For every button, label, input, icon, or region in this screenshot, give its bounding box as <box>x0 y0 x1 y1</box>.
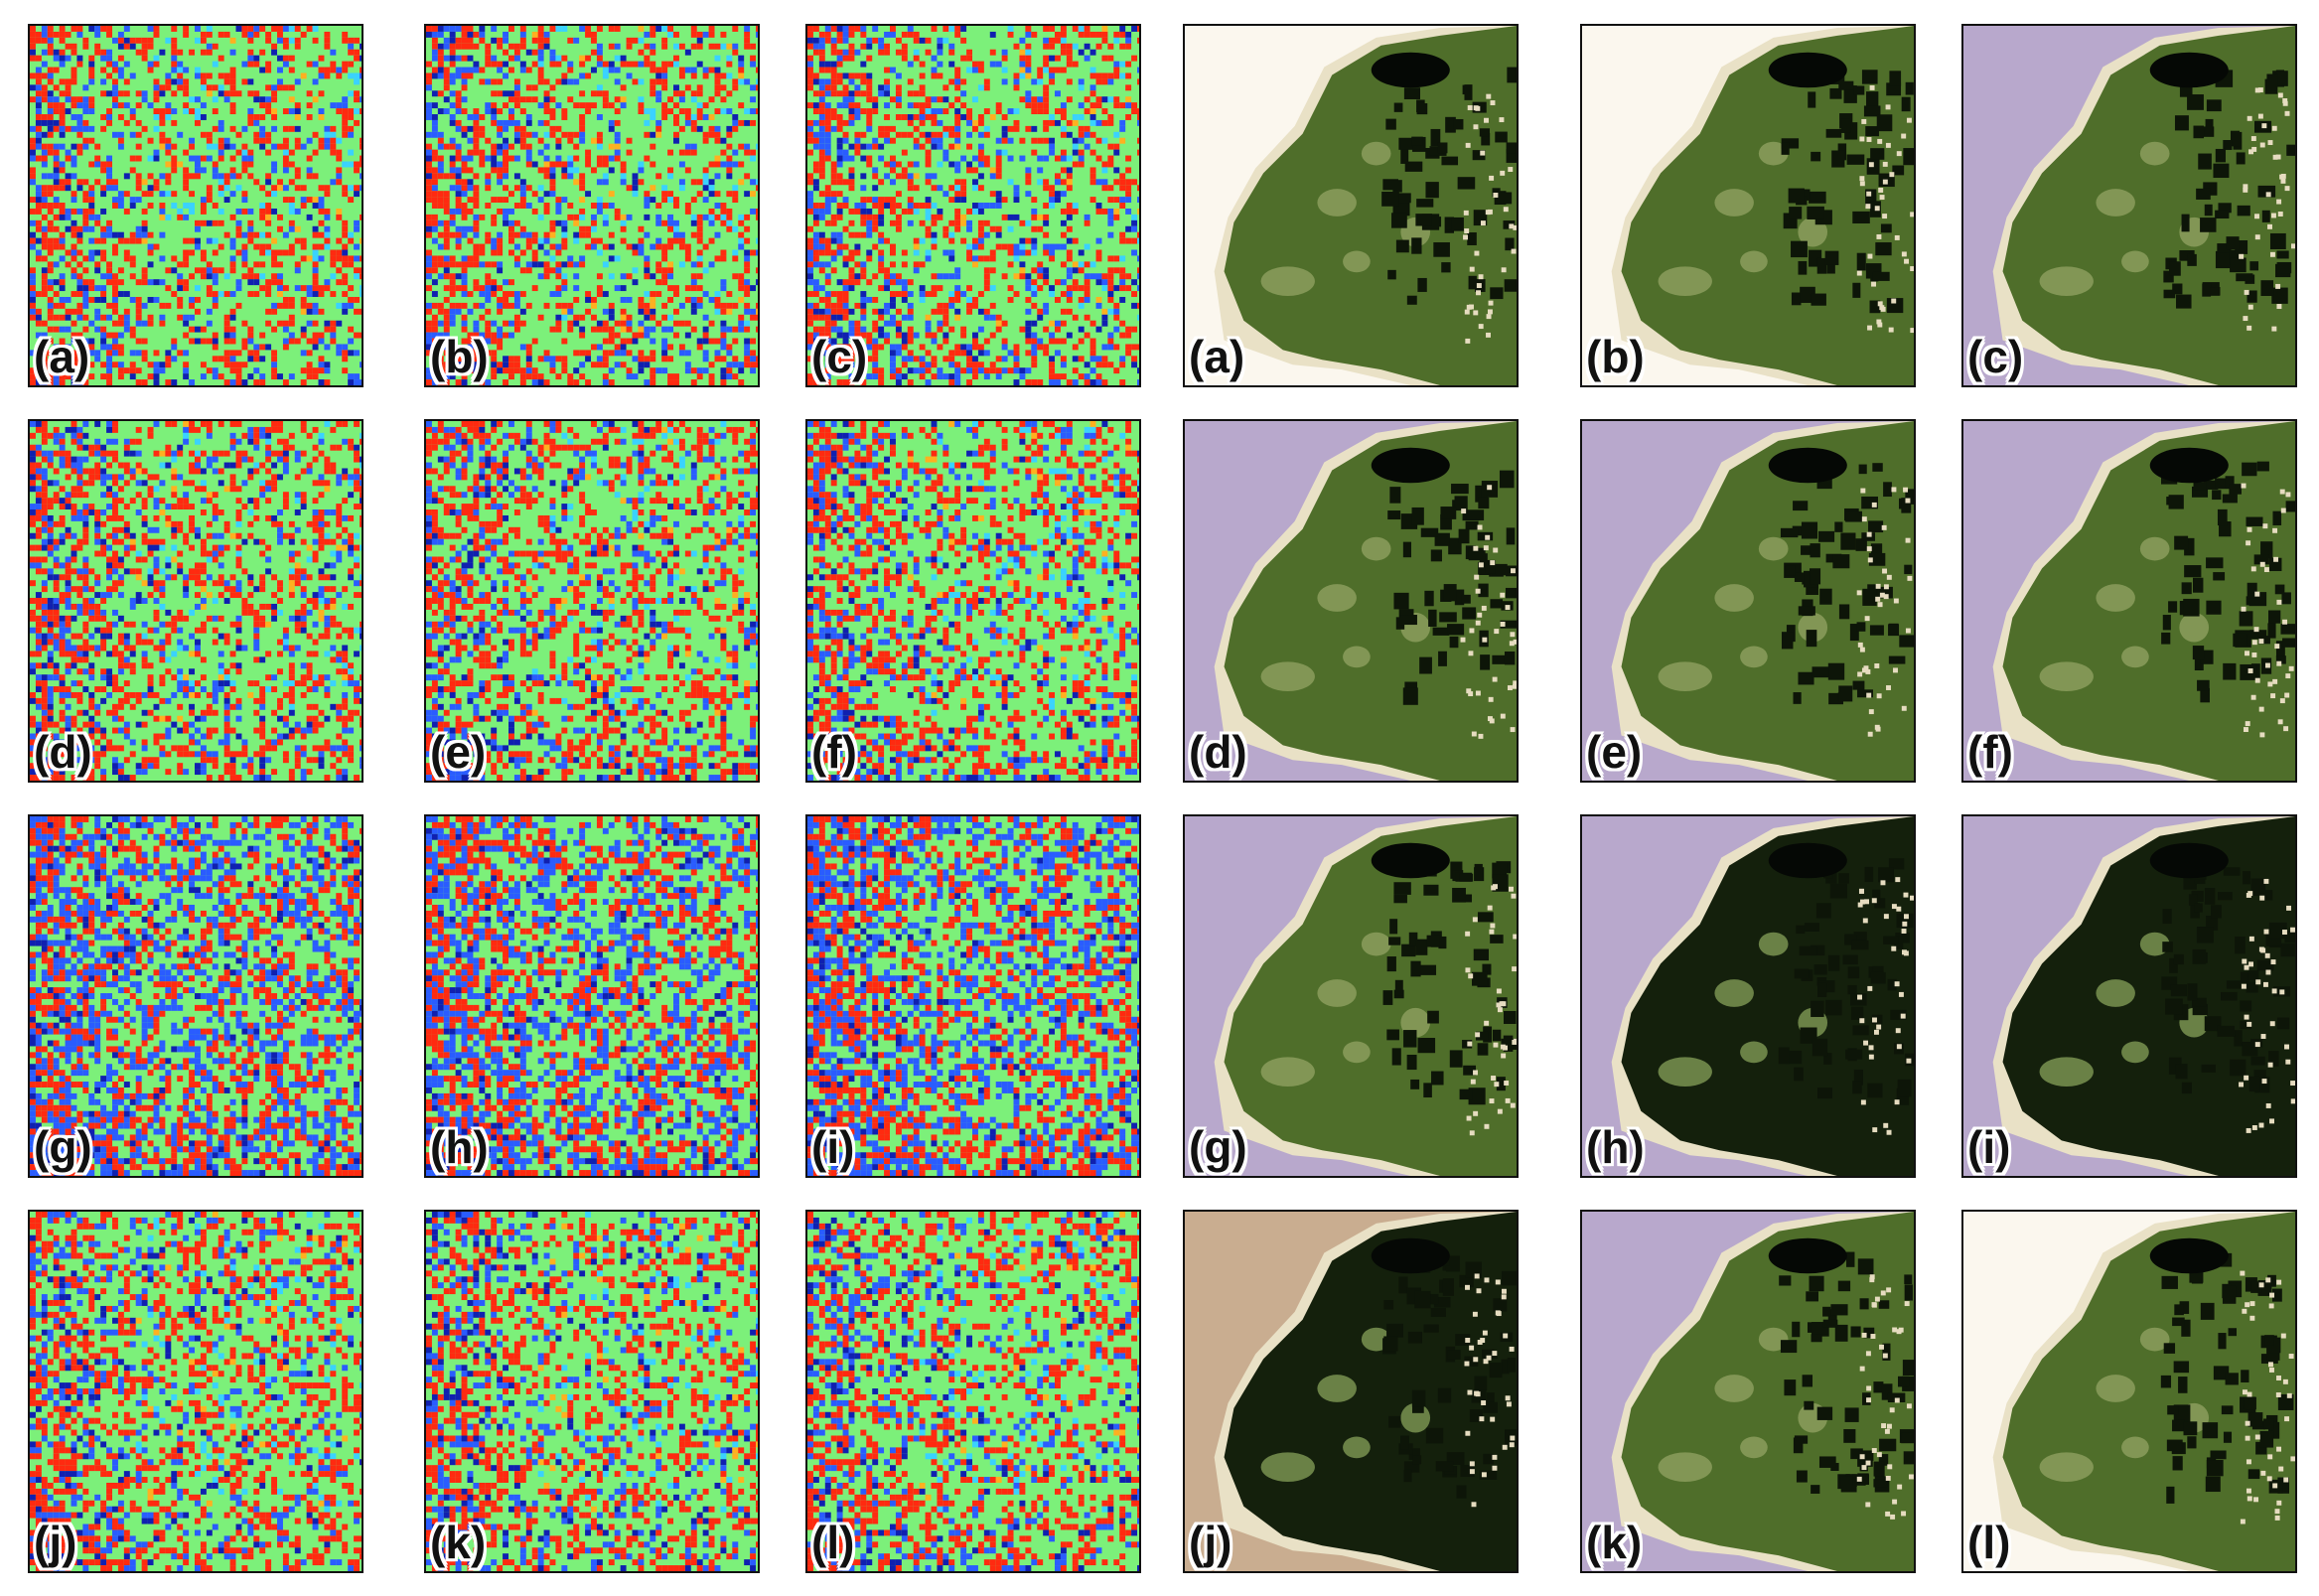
noise-map-panel-image <box>426 421 758 781</box>
panel-label: (i) <box>1967 1124 2010 1170</box>
panel-label: (h) <box>1586 1124 1645 1170</box>
segmented-image-panel-image <box>1963 1212 2295 1571</box>
noise-map-panel: (k) <box>424 1210 760 1573</box>
panel-label: (k) <box>1586 1520 1642 1565</box>
segmented-image-panel: (l) <box>1961 1210 2297 1573</box>
panel-label: (d) <box>34 729 92 775</box>
segmented-image-panel-image <box>1185 1212 1517 1571</box>
noise-map-panel-image <box>30 421 362 781</box>
panel-label: (a) <box>34 334 89 379</box>
panel-label: (b) <box>1586 334 1645 379</box>
segmented-image-panel: (d) <box>1183 419 1519 783</box>
segmented-image-panel-image <box>1185 421 1517 781</box>
segmented-image-panel-image <box>1963 26 2295 385</box>
segmented-image-panel-image <box>1582 816 1914 1176</box>
panel-label: (d) <box>1189 729 1247 775</box>
panel-label: (b) <box>430 334 489 379</box>
segmented-image-panel: (b) <box>1580 24 1916 387</box>
panel-label: (a) <box>1189 334 1244 379</box>
segmented-image-panel: (a) <box>1183 24 1519 387</box>
noise-map-panel: (b) <box>424 24 760 387</box>
segmented-image-panel-image <box>1963 816 2295 1176</box>
panel-label: (i) <box>811 1124 854 1170</box>
segmented-image-panel: (k) <box>1580 1210 1916 1573</box>
panel-label: (j) <box>1189 1520 1232 1565</box>
noise-map-panel: (f) <box>805 419 1141 783</box>
noise-map-panel-image <box>426 26 758 385</box>
panel-label: (c) <box>811 334 867 379</box>
segmented-image-panel: (c) <box>1961 24 2297 387</box>
panel-label: (k) <box>430 1520 486 1565</box>
noise-map-panel: (i) <box>805 814 1141 1178</box>
noise-map-panel: (d) <box>28 419 363 783</box>
panel-label: (h) <box>430 1124 489 1170</box>
panel-label: (g) <box>1189 1124 1247 1170</box>
segmented-image-panel: (f) <box>1961 419 2297 783</box>
panel-label: (f) <box>1967 729 2013 775</box>
segmented-image-panel: (h) <box>1580 814 1916 1178</box>
panel-label: (l) <box>1967 1520 2010 1565</box>
segmented-image-panel-image <box>1582 421 1914 781</box>
noise-map-panel: (l) <box>805 1210 1141 1573</box>
panel-label: (e) <box>430 729 486 775</box>
segmented-image-panel: (i) <box>1961 814 2297 1178</box>
noise-map-panel: (c) <box>805 24 1141 387</box>
noise-map-panel: (g) <box>28 814 363 1178</box>
noise-map-panel-image <box>807 816 1139 1176</box>
segmented-image-panel-image <box>1963 421 2295 781</box>
noise-map-panel-image <box>30 816 362 1176</box>
panel-label: (l) <box>811 1520 854 1565</box>
noise-map-panel-image <box>426 816 758 1176</box>
segmented-image-panel: (g) <box>1183 814 1519 1178</box>
noise-map-panel-image <box>807 421 1139 781</box>
segmented-image-panel: (e) <box>1580 419 1916 783</box>
segmented-image-panel: (j) <box>1183 1210 1519 1573</box>
noise-map-panel: (a) <box>28 24 363 387</box>
segmented-image-panel-image <box>1185 26 1517 385</box>
panel-label: (e) <box>1586 729 1642 775</box>
noise-map-panel-image <box>807 1212 1139 1571</box>
panel-label: (f) <box>811 729 857 775</box>
panel-label: (c) <box>1967 334 2023 379</box>
segmented-image-panel-image <box>1582 26 1914 385</box>
noise-map-panel: (h) <box>424 814 760 1178</box>
panel-label: (g) <box>34 1124 92 1170</box>
panel-label: (j) <box>34 1520 76 1565</box>
noise-map-panel-image <box>30 26 362 385</box>
noise-map-panel-image <box>807 26 1139 385</box>
noise-map-panel-image <box>426 1212 758 1571</box>
segmented-image-panel-image <box>1582 1212 1914 1571</box>
segmented-image-panel-image <box>1185 816 1517 1176</box>
noise-map-panel: (j) <box>28 1210 363 1573</box>
noise-map-panel: (e) <box>424 419 760 783</box>
noise-map-panel-image <box>30 1212 362 1571</box>
